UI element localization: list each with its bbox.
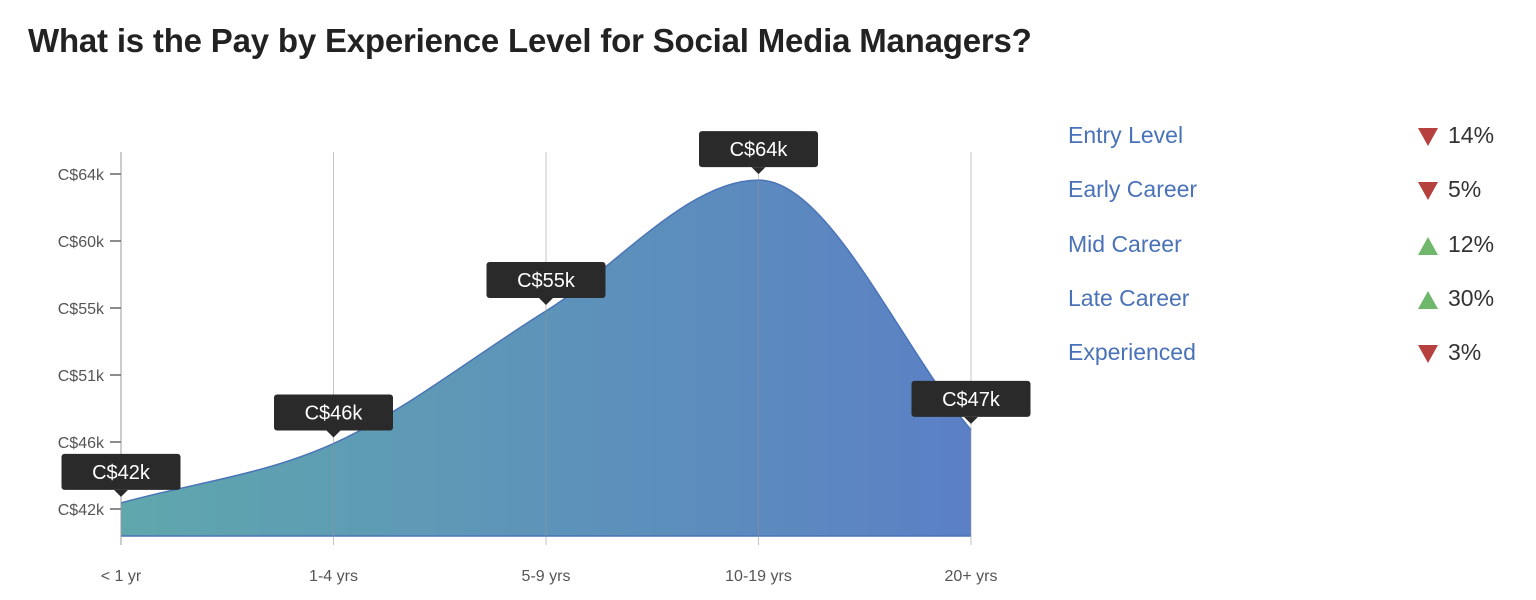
x-tick-label: 1-4 yrs	[309, 568, 358, 585]
data-label-box	[699, 131, 818, 168]
legend-label[interactable]: Mid Career	[1068, 230, 1182, 257]
arrow-down-icon	[1418, 128, 1438, 146]
data-label: C$46k	[305, 403, 364, 425]
x-tick-label: 10-19 yrs	[725, 568, 792, 585]
y-tick-label: C$60k	[58, 234, 105, 251]
page-title: What is the Pay by Experience Level for …	[28, 22, 1032, 59]
legend: Entry Level 14% Early Career 5% Mid Care…	[1068, 122, 1508, 393]
arrow-up-icon	[1418, 290, 1438, 309]
data-label-pointer	[751, 167, 766, 175]
data-label-pointer	[964, 416, 978, 424]
data-label-box	[274, 394, 393, 431]
legend-change: 3%	[1448, 339, 1482, 366]
legend-item-late-career: Late Career 30%	[1068, 285, 1508, 339]
legend-change: 30%	[1448, 284, 1495, 311]
data-label-box	[61, 453, 181, 490]
data-label: C$47k	[942, 389, 1001, 411]
legend-label[interactable]: Entry Level	[1068, 122, 1184, 148]
x-tick-label: 5-9 yrs	[522, 568, 571, 585]
y-tick-label: C$46k	[58, 435, 105, 452]
arrow-up-icon	[1418, 236, 1438, 255]
legend-change: 12%	[1448, 230, 1495, 257]
legend-label[interactable]: Experienced	[1068, 339, 1196, 366]
y-tick-label: C$51k	[58, 368, 105, 385]
arrow-down-icon	[1418, 182, 1438, 201]
data-label-pointer	[114, 489, 128, 497]
legend-label[interactable]: Early Career	[1068, 176, 1198, 203]
legend-change: 14%	[1448, 122, 1495, 148]
data-label-pointer	[326, 430, 341, 438]
x-tick-label: < 1 yr	[101, 568, 142, 585]
data-label-box	[911, 380, 1031, 417]
legend-label[interactable]: Late Career	[1068, 284, 1190, 311]
data-label-pointer	[539, 298, 553, 306]
y-tick-label: C$64k	[58, 167, 105, 184]
y-tick-label: C$42k	[58, 502, 105, 519]
legend-item-entry-level: Entry Level 14%	[1068, 122, 1508, 176]
data-label: C$55k	[517, 270, 576, 292]
arrow-down-icon	[1418, 345, 1438, 364]
data-label-box	[486, 262, 606, 299]
legend-change: 5%	[1448, 176, 1482, 203]
area-chart: < 1 yr 1-4 yrs 5-9 yrs 10-19 yrs 20+ yrs C$42…	[58, 131, 1031, 585]
x-tick-label: 20+ yrs	[945, 568, 998, 585]
data-label: C$64k	[730, 139, 789, 161]
legend-item-mid-career: Mid Career 12%	[1068, 231, 1508, 285]
legend-item-early-career: Early Career 5%	[1068, 176, 1508, 230]
y-tick-label: C$55k	[58, 301, 105, 318]
legend-item-experienced: Experienced 3%	[1068, 339, 1508, 393]
data-label: C$42k	[92, 462, 151, 484]
